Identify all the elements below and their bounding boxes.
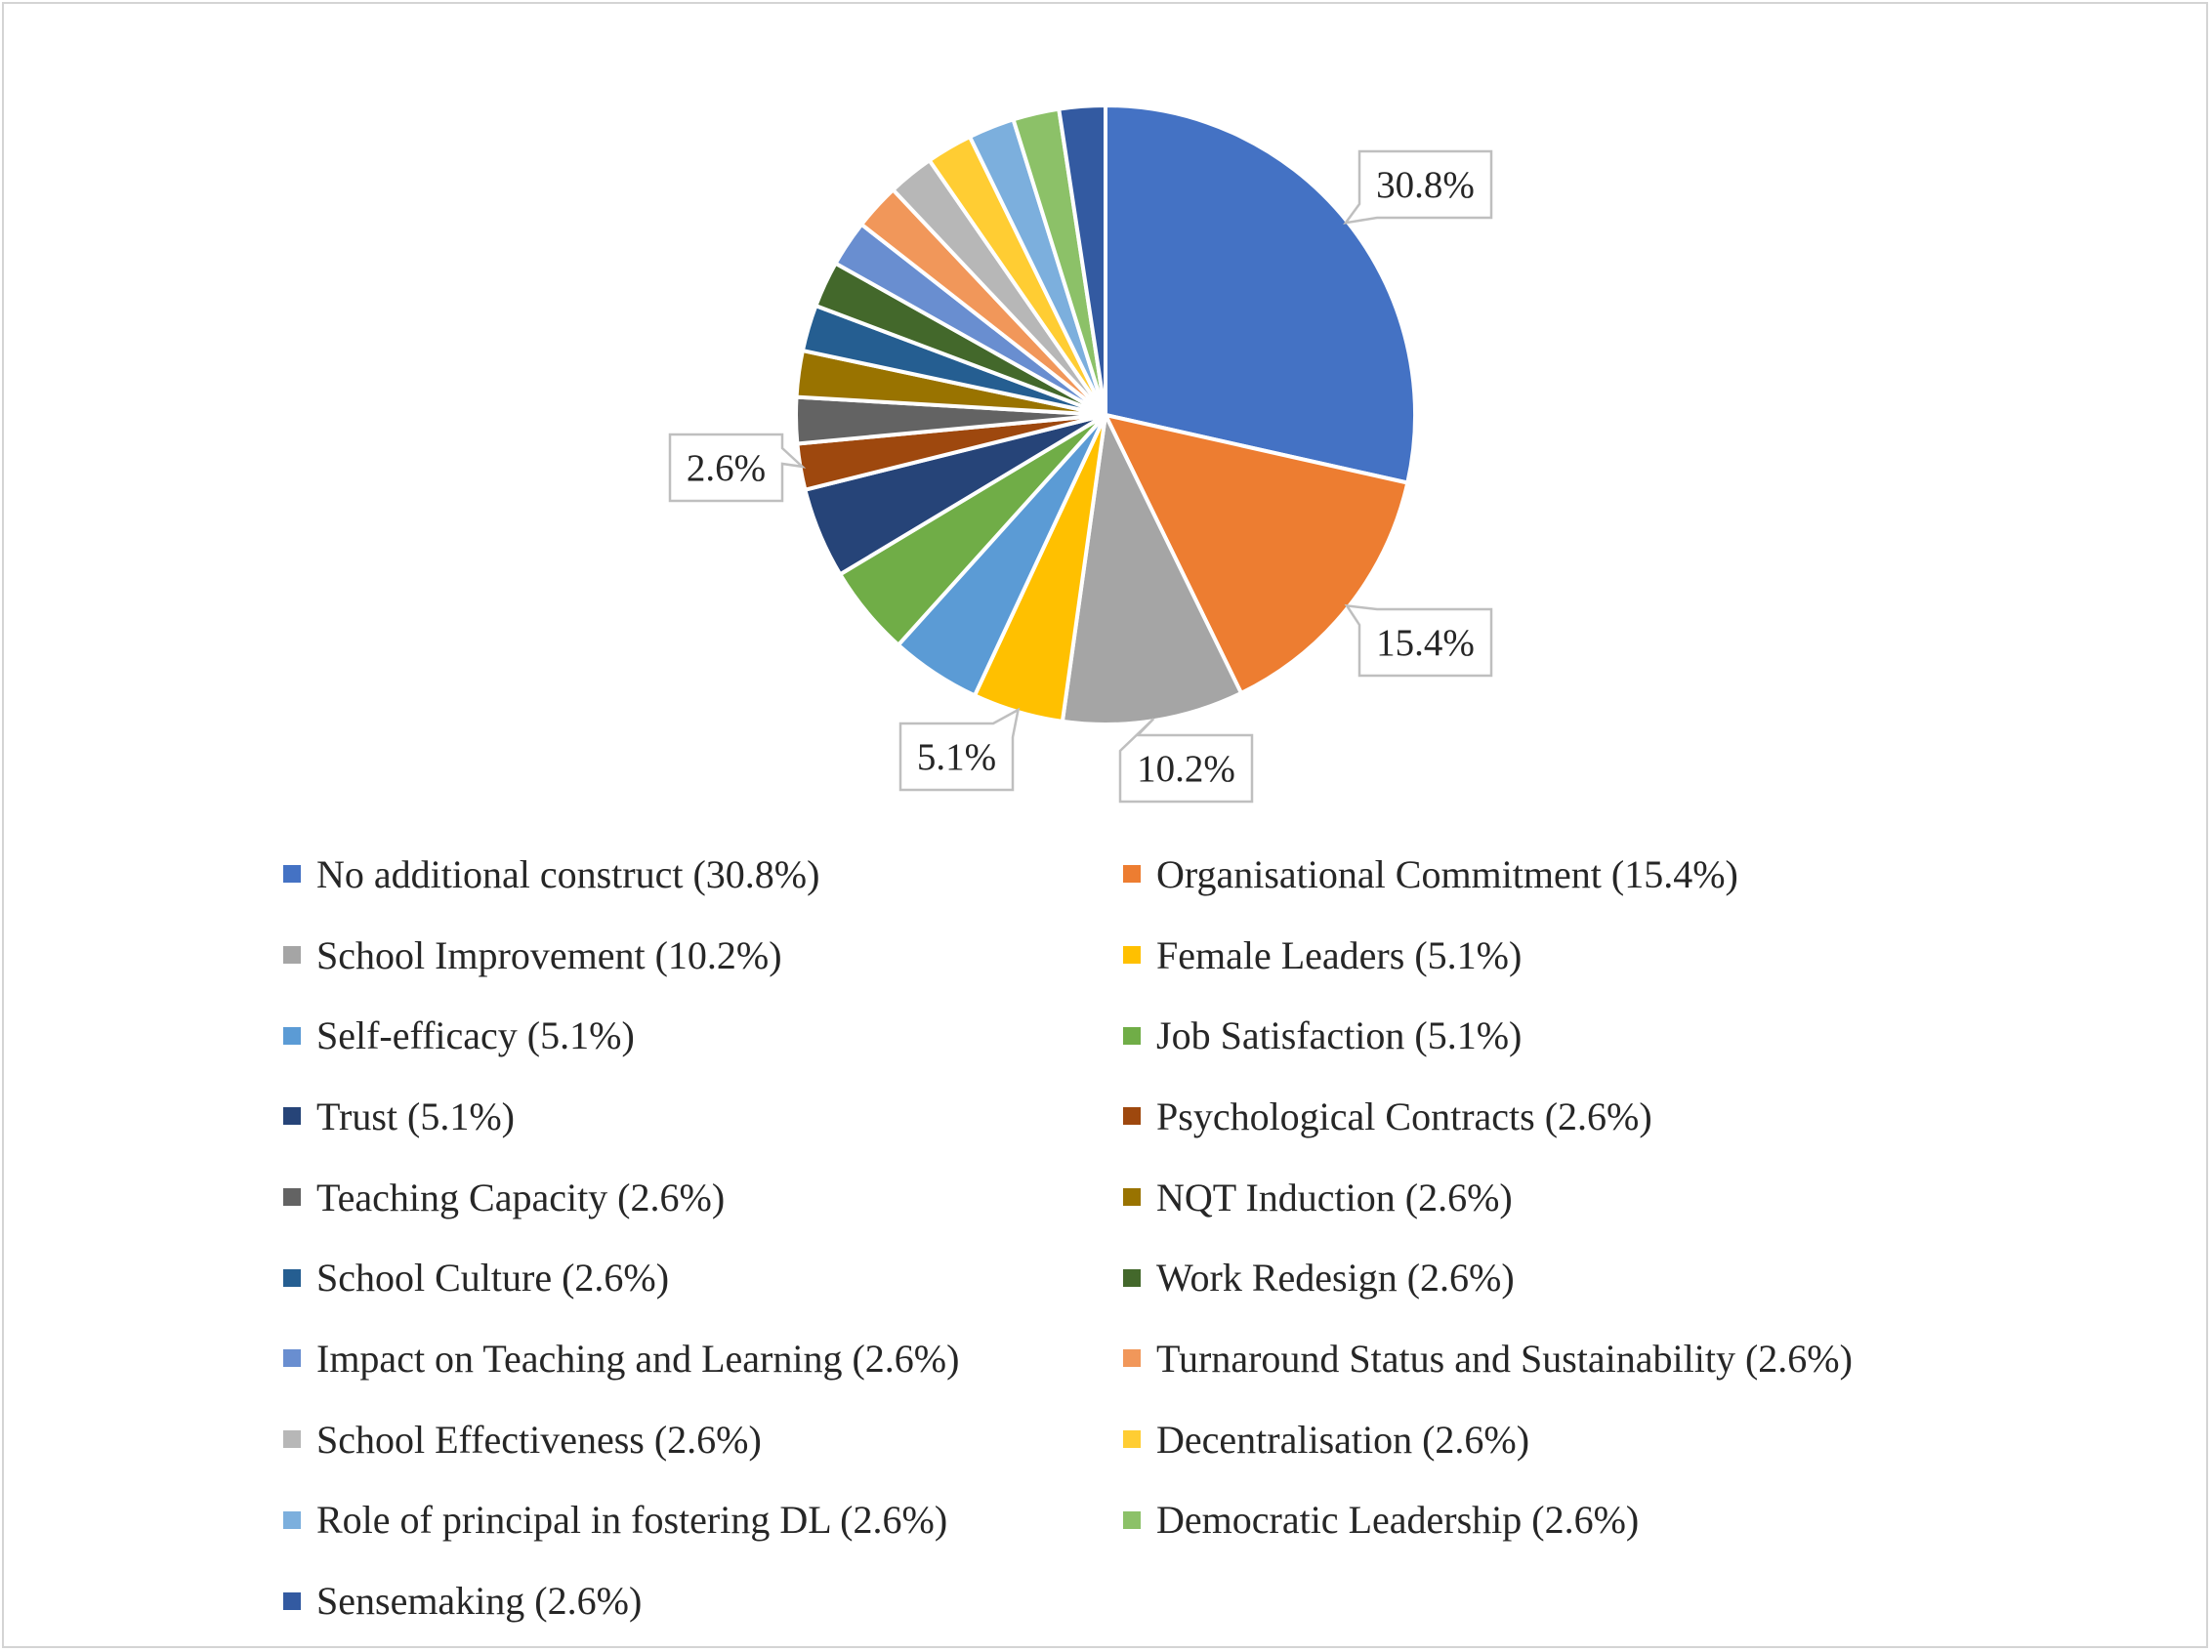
legend-swatch <box>283 1107 301 1126</box>
legend-swatch <box>1123 1188 1141 1207</box>
legend-label: Role of principal in fostering DL (2.6%) <box>316 1498 948 1543</box>
data-label: 30.8% <box>1376 164 1475 206</box>
legend-label: NQT Induction (2.6%) <box>1156 1175 1513 1219</box>
legend-item: Decentralisation (2.6%) <box>1123 1399 2002 1480</box>
legend-item: Work Redesign (2.6%) <box>1123 1237 2002 1318</box>
legend-label: Sensemaking (2.6%) <box>316 1579 643 1624</box>
data-label-callout <box>668 433 807 503</box>
legend-item: Trust (5.1%) <box>283 1076 1123 1157</box>
legend-label: Work Redesign (2.6%) <box>1156 1256 1515 1301</box>
pie-slice-sensemaking <box>1057 103 1107 417</box>
legend-swatch <box>283 1430 301 1449</box>
legend-swatch <box>283 1349 301 1368</box>
legend-swatch <box>1123 946 1141 965</box>
legend-label: Decentralisation (2.6%) <box>1156 1417 1530 1462</box>
legend-label: Self-efficacy (5.1%) <box>316 1013 635 1058</box>
data-label: 2.6% <box>687 447 766 489</box>
legend-item: Female Leaders (5.1%) <box>1123 915 2002 996</box>
legend-label: Turnaround Status and Sustainability (2.… <box>1156 1336 1853 1381</box>
legend-item: School Culture (2.6%) <box>283 1237 1123 1318</box>
legend-swatch <box>1123 1026 1141 1045</box>
legend-swatch <box>1123 1349 1141 1368</box>
legend-swatch <box>283 865 301 884</box>
legend-swatch <box>283 1026 301 1045</box>
data-label-callout <box>1344 603 1493 678</box>
pie-slices <box>794 103 1417 726</box>
legend-swatch <box>1123 1510 1141 1529</box>
legend-item: Organisational Commitment (15.4%) <box>1123 834 2002 915</box>
data-label: 5.1% <box>917 736 996 778</box>
pie-slice-school-improvement <box>1060 413 1243 726</box>
data-label-callout <box>1343 149 1493 225</box>
legend-label: Organisational Commitment (15.4%) <box>1156 851 1738 896</box>
data-label: 15.4% <box>1376 622 1475 664</box>
legend-item: Democratic Leadership (2.6%) <box>1123 1480 2002 1561</box>
legend-label: School Improvement (10.2%) <box>316 932 782 977</box>
data-labels: 30.8% 15.4% 10.2% 5.1% 2.6% <box>668 149 1493 804</box>
legend-label: Teaching Capacity (2.6%) <box>316 1175 726 1219</box>
legend-swatch <box>1123 865 1141 884</box>
legend-item: Self-efficacy (5.1%) <box>283 995 1123 1076</box>
legend-item: Job Satisfaction (5.1%) <box>1123 995 2002 1076</box>
legend-swatch <box>283 1188 301 1207</box>
legend-item: Sensemaking (2.6%) <box>283 1560 1123 1641</box>
legend-item: School Improvement (10.2%) <box>283 915 1123 996</box>
legend-item: Psychological Contracts (2.6%) <box>1123 1076 2002 1157</box>
legend-label: Trust (5.1%) <box>316 1094 515 1138</box>
legend-swatch <box>1123 1430 1141 1449</box>
data-label-callout <box>1118 718 1254 804</box>
legend-label: Female Leaders (5.1%) <box>1156 932 1523 977</box>
legend-item: No additional construct (30.8%) <box>283 834 1123 915</box>
legend-item: Impact on Teaching and Learning (2.6%) <box>283 1318 1123 1399</box>
legend-label: Job Satisfaction (5.1%) <box>1156 1013 1523 1058</box>
data-label: 10.2% <box>1137 748 1235 790</box>
legend-item: NQT Induction (2.6%) <box>1123 1157 2002 1238</box>
legend-item: Turnaround Status and Sustainability (2.… <box>1123 1318 2002 1399</box>
legend-label: School Effectiveness (2.6%) <box>316 1417 762 1462</box>
legend-swatch <box>1123 1107 1141 1126</box>
legend-label: Psychological Contracts (2.6%) <box>1156 1094 1652 1138</box>
legend-label: School Culture (2.6%) <box>316 1256 670 1301</box>
legend-item: Teaching Capacity (2.6%) <box>283 1157 1123 1238</box>
legend-swatch <box>283 1510 301 1529</box>
legend-item: Role of principal in fostering DL (2.6%) <box>283 1480 1123 1561</box>
legend-swatch <box>283 1591 301 1610</box>
legend: No additional construct (30.8%) Organisat… <box>283 834 2041 1641</box>
legend-label: Impact on Teaching and Learning (2.6%) <box>316 1336 960 1381</box>
legend-swatch <box>1123 1268 1141 1287</box>
legend-swatch <box>283 1268 301 1287</box>
legend-label: Democratic Leadership (2.6%) <box>1156 1498 1640 1543</box>
data-label-callout <box>898 707 1021 792</box>
legend-swatch <box>283 946 301 965</box>
legend-item: School Effectiveness (2.6%) <box>283 1399 1123 1480</box>
legend-label: No additional construct (30.8%) <box>316 851 820 896</box>
